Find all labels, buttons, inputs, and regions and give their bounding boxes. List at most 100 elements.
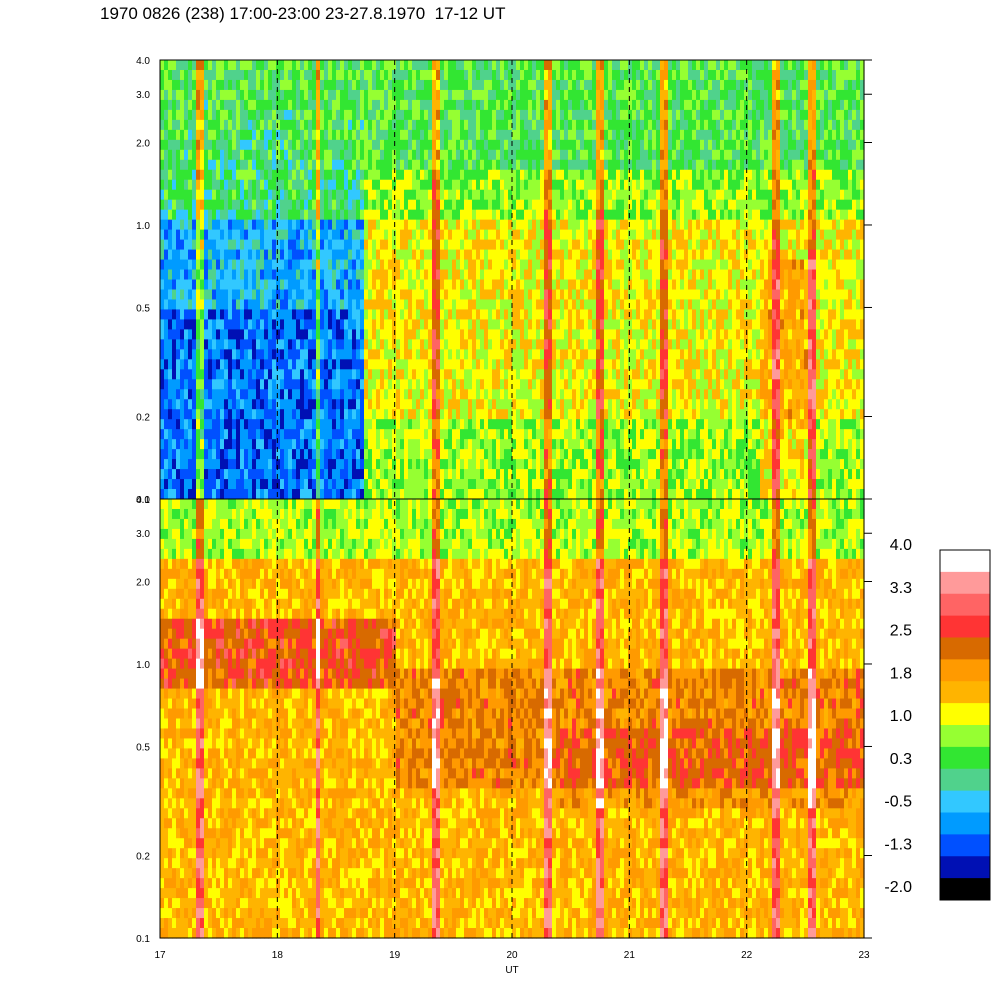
heatmap-cell [524,199,529,211]
heatmap-cell [244,139,249,151]
heatmap-cell [536,479,541,490]
heatmap-cell [420,309,425,321]
heatmap-cell [604,299,609,311]
heatmap-cell [352,229,357,241]
heatmap-cell [600,359,605,370]
heatmap-cell [552,189,557,201]
heatmap-cell [256,409,261,420]
heatmap-cell [232,199,237,211]
heatmap-cell [296,239,301,251]
heatmap-cell [296,419,301,430]
heatmap-cell [484,119,489,131]
heatmap-cell [180,459,185,470]
heatmap-cell [332,379,337,390]
heatmap-cell [560,149,565,161]
heatmap-cell [400,309,405,321]
heatmap-cell [320,189,325,201]
heatmap-cell [276,349,281,360]
heatmap-cell [476,479,481,490]
heatmap-cell [572,469,577,480]
heatmap-cell [400,269,405,281]
heatmap-cell [344,399,349,410]
heatmap-cell [408,469,413,480]
heatmap-cell [208,139,213,151]
heatmap-cell [540,289,545,301]
heatmap-cell [380,189,385,201]
heatmap-cell [300,309,305,321]
heatmap-cell [608,389,613,400]
heatmap-cell [532,289,537,301]
heatmap-cell [448,399,453,410]
heatmap-cell [556,329,561,340]
heatmap-cell [380,369,385,380]
heatmap-cell [592,199,597,211]
heatmap-cell [352,449,357,460]
heatmap-cell [324,269,329,281]
heatmap-cell [268,449,273,460]
heatmap-cell [384,99,389,111]
heatmap-cell [540,229,545,241]
heatmap-cell [192,309,197,321]
heatmap-cell [544,179,549,191]
heatmap-cell [272,339,277,350]
heatmap-cell [340,319,345,330]
heatmap-cell [336,159,341,171]
heatmap-cell [216,429,221,440]
heatmap-cell [284,229,289,241]
heatmap-cell [328,169,333,181]
heatmap-cell [432,109,437,121]
heatmap-cell [332,149,337,161]
heatmap-cell [356,319,361,330]
heatmap-cell [160,60,165,71]
heatmap-cell [460,189,465,201]
heatmap-cell [316,369,321,380]
heatmap-cell [524,479,529,490]
heatmap-cell [552,289,557,301]
heatmap-cell [428,369,433,380]
heatmap-cell [400,139,405,151]
heatmap-cell [380,219,385,231]
heatmap-cell [384,379,389,390]
heatmap-cell [324,109,329,121]
heatmap-cell [332,229,337,241]
heatmap-cell [284,109,289,121]
heatmap-cell [540,469,545,480]
heatmap-cell [300,389,305,400]
heatmap-cell [612,209,617,221]
heatmap-cell [252,79,257,91]
heatmap-cell [376,349,381,360]
heatmap-cell [400,379,405,390]
heatmap-cell [544,119,549,131]
heatmap-cell [364,179,369,191]
heatmap-cell [188,329,193,340]
heatmap-cell [256,459,261,470]
heatmap-cell [164,159,169,171]
heatmap-cell [592,269,597,281]
heatmap-cell [548,79,553,91]
heatmap-cell [256,349,261,360]
heatmap-cell [364,299,369,311]
heatmap-cell [164,459,169,470]
heatmap-cell [592,289,597,301]
heatmap-cell [344,129,349,141]
heatmap-cell [232,429,237,440]
heatmap-cell [380,149,385,161]
heatmap-cell [472,489,477,500]
heatmap-cell [164,339,169,350]
heatmap-cell [348,209,353,221]
heatmap-cell [416,359,421,370]
heatmap-cell [224,99,229,111]
heatmap-cell [524,99,529,111]
heatmap-cell [532,69,537,81]
heatmap-cell [552,139,557,151]
heatmap-cell [352,329,357,340]
heatmap-cell [496,479,501,490]
heatmap-cell [556,369,561,380]
heatmap-cell [348,149,353,161]
heatmap-cell [420,89,425,101]
heatmap-cell [224,89,229,101]
heatmap-cell [200,139,205,151]
heatmap-cell [180,229,185,241]
heatmap-cell [204,399,209,410]
heatmap-cell [492,209,497,221]
